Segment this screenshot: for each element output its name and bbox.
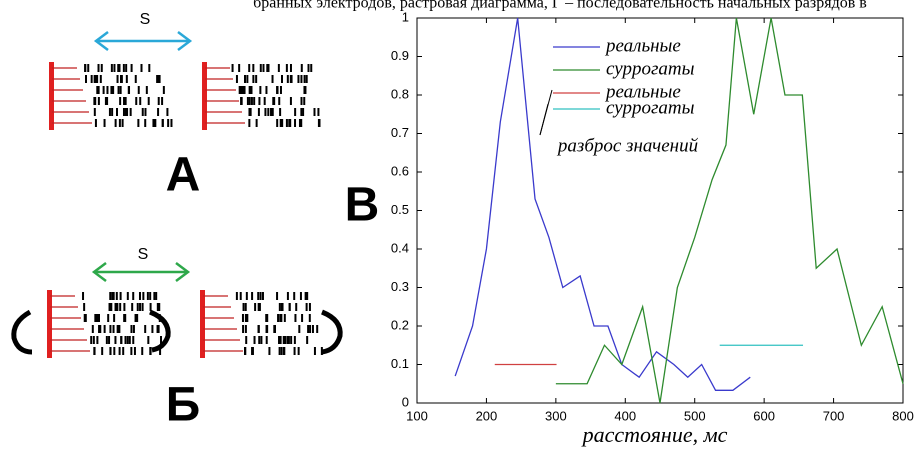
legend-label: реальные [604,35,681,56]
y-tick-label: 0.1 [391,356,409,371]
annotation-arrows [539,89,553,136]
x-tick-label: 400 [614,408,636,423]
x-tick-label: 100 [406,408,428,423]
x-tick-label: 800 [892,408,914,423]
electrode-bar [49,62,54,130]
panel-label: А [166,149,201,202]
legend-label: реальные [604,81,681,102]
panel-label: Б [166,379,201,432]
x-tick-label: 500 [684,408,706,423]
diagrams: S А S Б В [11,11,380,432]
electrode-bar [200,290,205,358]
legend-label: суррогаты [606,58,695,79]
x-tick-label: 300 [545,408,567,423]
s-label: S [140,11,151,28]
y-tick-label: 1 [402,9,409,24]
s-label: S [138,246,149,263]
y-tick-label: 0.5 [391,202,409,217]
x-tick-label: 600 [753,408,775,423]
annotation: разброс значений [556,135,699,156]
y-tick-label: 0.3 [391,279,409,294]
panel-label: В [345,179,380,232]
electrode-bar [202,62,207,130]
y-tick-label: 0.6 [391,163,409,178]
y-tick-label: 0.4 [391,240,409,255]
y-tick-label: 0.7 [391,125,409,140]
y-tick-label: 0.9 [391,48,409,63]
electrode-bar [47,290,52,358]
y-tick-label: 0 [402,394,409,409]
y-tick-label: 0.2 [391,317,409,332]
y-tick-label: 0.8 [391,86,409,101]
series-line [555,17,904,404]
double-arrow [91,262,191,282]
x-tick-label: 200 [476,408,498,423]
x-axis-label: расстояние, мс [581,422,728,447]
series-line [454,17,751,391]
caption: бранных электродов, растровая диаграмма,… [253,0,867,12]
legend-label: суррогаты [606,97,695,118]
x-tick-label: 700 [823,408,845,423]
double-arrow [93,31,193,51]
